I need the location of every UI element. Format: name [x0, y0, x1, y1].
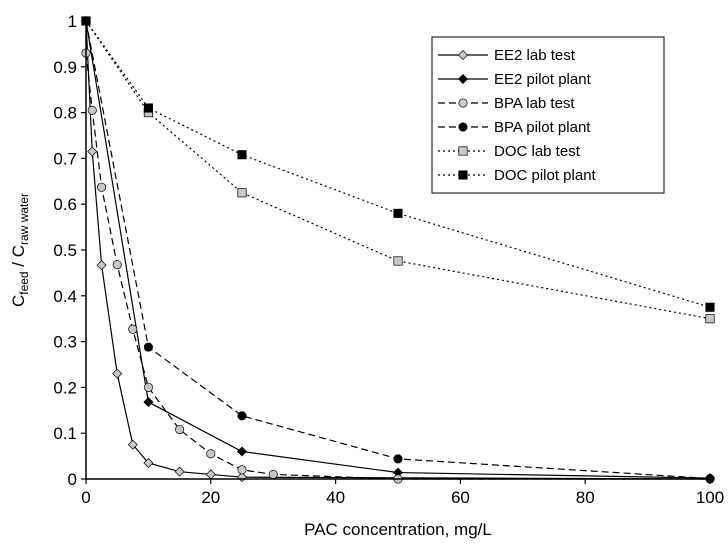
data-point — [393, 208, 403, 218]
legend-label: BPA pilot plant — [494, 119, 591, 136]
x-tick-label: 60 — [451, 488, 470, 507]
series-line — [85, 20, 711, 480]
y-axis-title-part: C — [9, 295, 28, 307]
legend-marker — [458, 146, 468, 156]
y-tick-label: 0.7 — [53, 149, 77, 168]
data-point — [96, 260, 107, 271]
x-tick-label: 0 — [81, 488, 90, 507]
x-tick-label: 100 — [696, 488, 724, 507]
series-bpa-pilot-plant — [81, 16, 715, 484]
data-point — [87, 105, 97, 115]
y-tick-label: 0 — [68, 470, 77, 489]
legend-marker — [458, 50, 468, 60]
y-axis-title-part: / C — [9, 245, 28, 271]
y-tick-label: 0.6 — [53, 195, 77, 214]
legend-marker — [458, 74, 468, 84]
data-point — [237, 446, 247, 457]
data-point — [237, 411, 247, 421]
data-point — [237, 188, 247, 198]
series-ee2-lab-test — [81, 16, 715, 484]
data-point — [112, 260, 122, 270]
data-point — [112, 368, 123, 379]
legend-label: DOC pilot plant — [494, 167, 597, 184]
data-point — [97, 182, 107, 192]
legend-marker — [458, 170, 468, 180]
data-point — [143, 457, 154, 468]
y-axis-title-subscript: raw water — [17, 193, 31, 245]
data-point — [237, 465, 247, 475]
y-tick-label: 0.5 — [53, 241, 77, 260]
legend-label: DOC lab test — [494, 143, 581, 160]
data-point — [87, 146, 98, 157]
data-point — [128, 324, 138, 334]
data-point — [393, 454, 403, 464]
x-axis-title: PAC concentration, mg/L — [304, 520, 492, 539]
legend-marker — [458, 122, 468, 132]
data-point — [143, 103, 153, 113]
data-point — [143, 397, 154, 408]
y-axis-title-subscript: feed — [17, 271, 31, 294]
data-point — [143, 342, 153, 352]
legend-label: BPA lab test — [494, 95, 575, 112]
data-point — [393, 256, 403, 266]
x-tick-label: 80 — [576, 488, 595, 507]
y-tick-label: 0.4 — [53, 287, 77, 306]
data-point — [268, 469, 278, 479]
legend-label: EE2 lab test — [494, 47, 576, 64]
data-point — [127, 439, 138, 450]
x-tick-label: 20 — [201, 488, 220, 507]
data-point — [175, 424, 185, 435]
data-point — [705, 302, 715, 312]
data-point — [205, 469, 216, 480]
y-tick-label: 1 — [68, 12, 77, 31]
series-line — [85, 52, 710, 480]
y-axis-title: Cfeed / Craw water — [9, 193, 31, 307]
data-point — [143, 382, 153, 392]
series-line — [85, 20, 711, 320]
y-tick-label: 0.1 — [53, 424, 77, 443]
data-point — [705, 314, 715, 324]
series-line — [85, 20, 711, 480]
y-tick-label: 0.3 — [53, 333, 77, 352]
data-point — [206, 449, 216, 459]
y-tick-label: 0.2 — [53, 378, 77, 397]
legend: EE2 lab test EE2 pilot plant BPA lab test B… — [431, 36, 665, 194]
x-tick-label: 40 — [326, 488, 345, 507]
legend-frame — [431, 36, 665, 194]
y-tick-label: 0.8 — [53, 104, 77, 123]
y-tick-label: 0.9 — [53, 58, 77, 77]
legend-label: EE2 pilot plant — [494, 71, 592, 88]
axes-layer: 0 0.1 0.2 0.3 0.4 0.5 0.6 0.7 0.8 0.9 1 0 20 40 60 80 10… — [53, 12, 724, 507]
data-point — [237, 150, 247, 160]
legend-marker — [458, 98, 468, 108]
data-point — [174, 466, 185, 477]
